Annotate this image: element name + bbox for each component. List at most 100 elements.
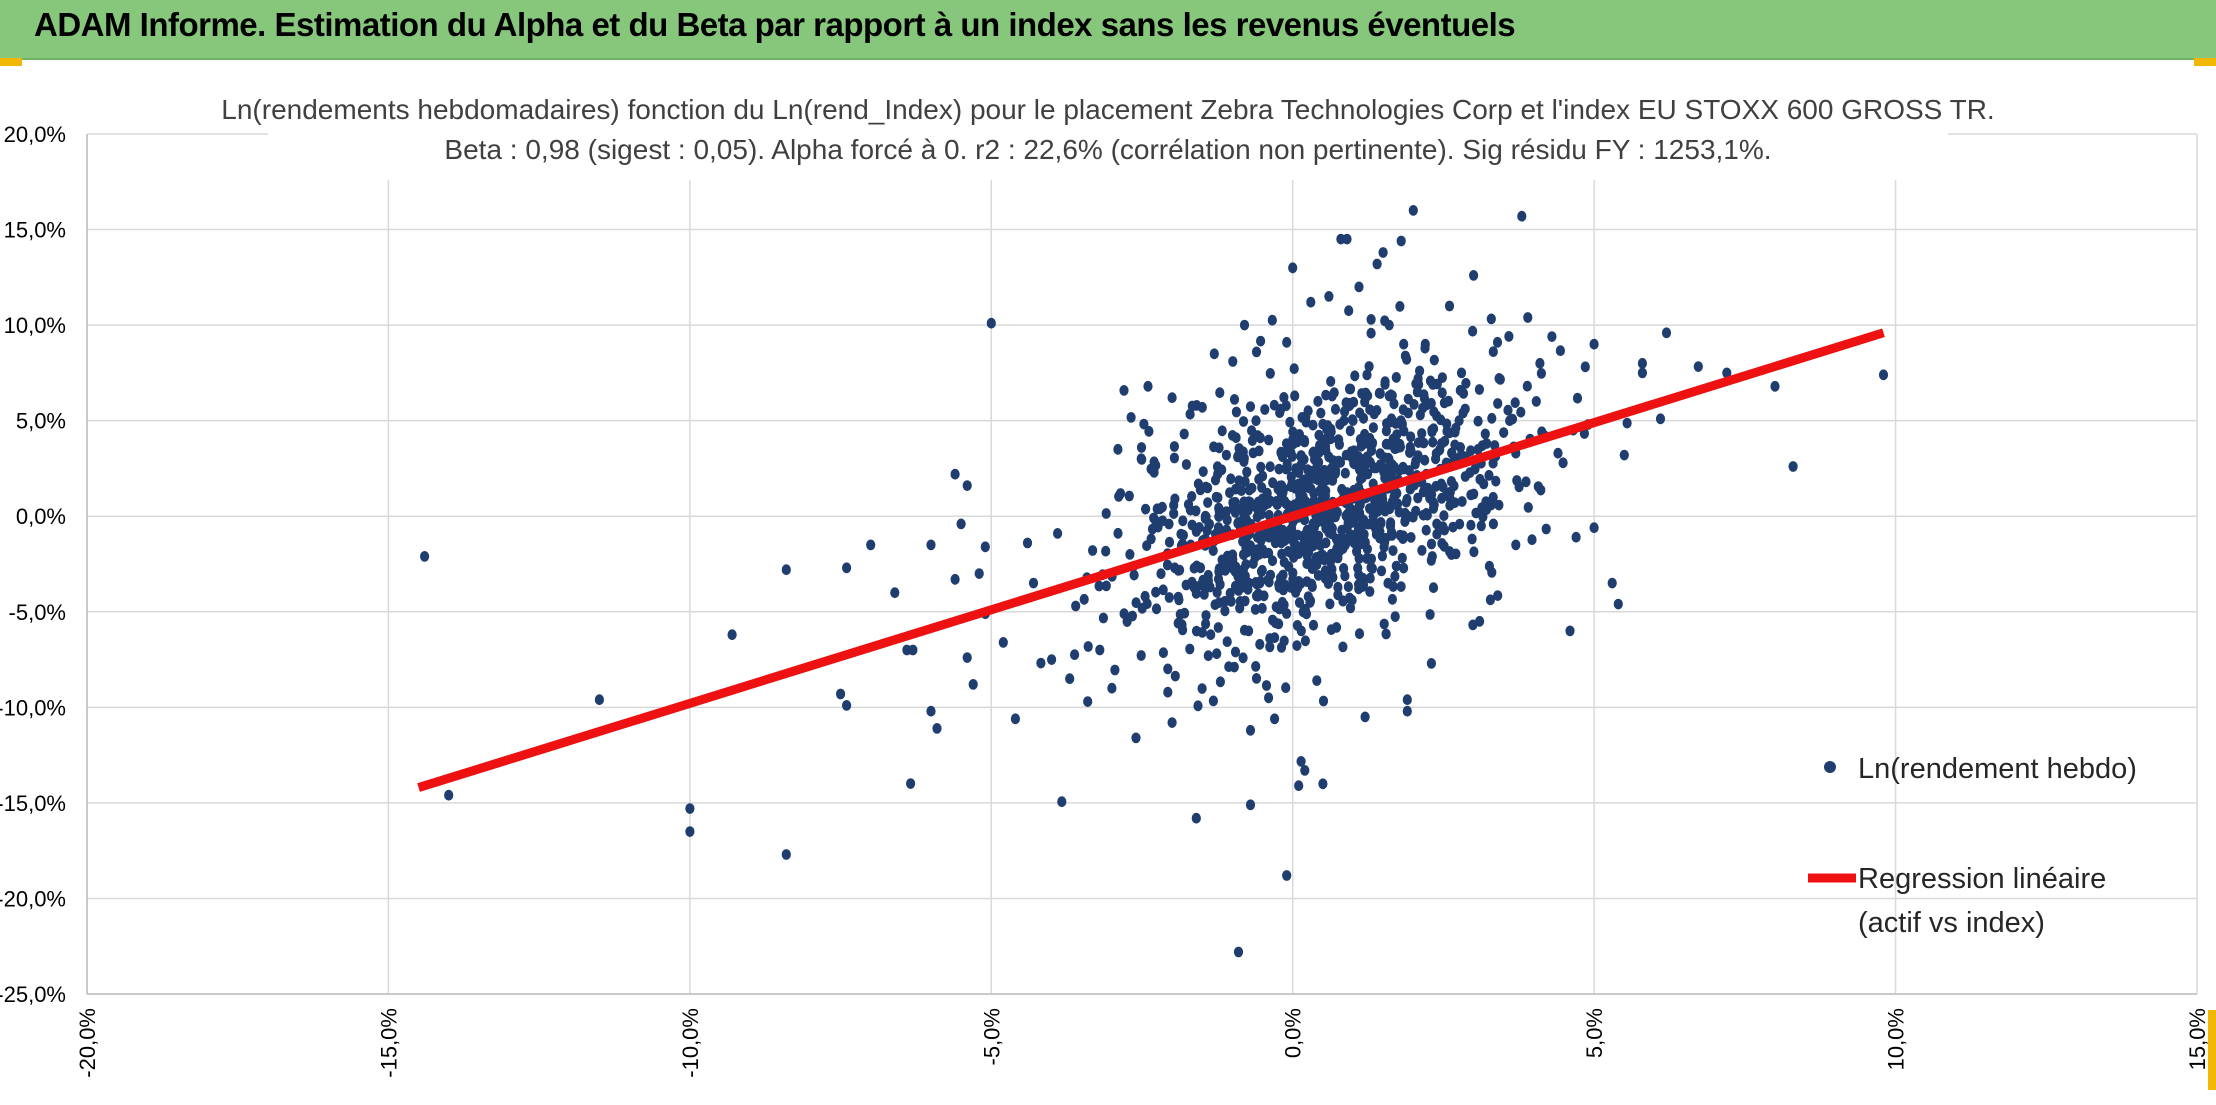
scatter-point — [1491, 475, 1501, 487]
scatter-point — [1225, 487, 1235, 499]
scatter-point — [1378, 247, 1388, 258]
scatter-point — [1341, 397, 1351, 409]
scatter-point — [1245, 799, 1256, 811]
scatter-point — [1392, 440, 1402, 451]
scatter-point — [1466, 519, 1476, 531]
scatter-point — [781, 849, 791, 860]
scatter-point — [1178, 529, 1188, 541]
scatter-point — [1340, 570, 1350, 582]
scatter-point — [1446, 476, 1456, 487]
scatter-point — [1187, 400, 1197, 412]
scatter-point — [1263, 496, 1273, 507]
scatter-point — [1323, 420, 1333, 431]
scatter-point — [1388, 545, 1398, 556]
scatter-point — [1262, 487, 1272, 499]
scatter-point — [1231, 406, 1241, 418]
scatter-point — [1326, 624, 1336, 635]
resize-handle-corner[interactable] — [2208, 1010, 2216, 1090]
scatter-point — [1357, 472, 1367, 484]
scatter-point — [1395, 301, 1405, 312]
scatter-point — [1469, 546, 1479, 558]
scatter-point — [1354, 628, 1365, 640]
scatter-point — [1309, 488, 1319, 499]
scatter-point — [1294, 499, 1304, 511]
scatter-point — [1297, 541, 1307, 553]
scatter-point — [1296, 451, 1306, 463]
scatter-point — [1475, 615, 1485, 627]
scatter-point — [1113, 527, 1123, 539]
scatter-point — [1474, 384, 1484, 395]
scatter-point — [1384, 319, 1394, 331]
scatter-point — [1253, 505, 1264, 517]
scatter-point — [1522, 380, 1532, 392]
scatter-point — [1095, 644, 1105, 656]
scatter-point — [1292, 640, 1302, 651]
scatter-point — [1466, 489, 1476, 501]
scatter-point — [1492, 336, 1503, 348]
scatter-point — [1136, 442, 1147, 453]
scatter-point — [1364, 361, 1374, 372]
scatter-point — [1457, 496, 1467, 507]
corner-accent-right — [2194, 58, 2216, 66]
scatter-point — [1345, 425, 1355, 437]
scatter-point — [1131, 732, 1141, 744]
scatter-point — [1260, 404, 1270, 415]
scatter-point — [1420, 454, 1430, 466]
scatter-point — [1290, 390, 1300, 402]
scatter-point — [1257, 564, 1267, 576]
scatter-point — [1293, 582, 1303, 594]
scatter-point — [1276, 403, 1286, 415]
scatter-point — [1239, 512, 1249, 524]
scatter-point — [1126, 412, 1136, 423]
scatter-point — [1469, 270, 1479, 281]
scatter-point — [1485, 594, 1495, 606]
scatter-point — [1274, 463, 1284, 475]
scatter-point — [1661, 327, 1672, 339]
scatter-point — [1191, 526, 1201, 537]
scatter-point — [1365, 503, 1375, 514]
scatter-point — [1493, 590, 1503, 601]
scatter-point — [1238, 536, 1248, 547]
scatter-point — [1129, 569, 1139, 581]
x-tick-label: 15,0% — [2185, 1008, 2210, 1070]
scatter-point — [1403, 511, 1413, 522]
scatter-point — [1057, 796, 1067, 808]
scatter-point — [1239, 319, 1250, 331]
scatter-point — [1198, 466, 1208, 477]
scatter-point — [1169, 499, 1179, 511]
scatter-point — [1264, 547, 1274, 559]
scatter-point — [1251, 661, 1261, 672]
scatter-point — [444, 789, 454, 801]
scatter-point — [908, 644, 918, 656]
scatter-point — [1460, 403, 1470, 415]
scatter-point — [1486, 313, 1496, 325]
scatter-point — [1359, 514, 1369, 526]
scatter-point — [1517, 210, 1527, 222]
scatter-point — [1209, 348, 1219, 360]
scatter-point — [1281, 682, 1291, 694]
scatter-point — [1320, 573, 1330, 584]
scatter-point — [1277, 596, 1287, 608]
scatter-point — [1335, 545, 1345, 557]
scatter-point — [1203, 497, 1213, 508]
scatter-point — [1493, 398, 1503, 409]
scatter-point — [1206, 629, 1216, 641]
scatter-point — [1318, 479, 1328, 491]
scatter-point — [594, 694, 605, 706]
scatter-point — [1287, 523, 1297, 534]
scatter-point — [1245, 401, 1256, 412]
scatter-point — [1270, 713, 1280, 725]
scatter-point — [1450, 497, 1460, 509]
scatter-point — [1010, 713, 1021, 725]
scatter-point — [1377, 533, 1387, 545]
scatter-point — [1226, 595, 1236, 607]
scatter-point — [1208, 695, 1218, 707]
scatter-point — [1516, 406, 1526, 418]
scatter-point — [1083, 696, 1093, 707]
scatter-point — [956, 518, 966, 530]
scatter-point — [1233, 946, 1244, 958]
y-tick-label: 5,0% — [16, 409, 66, 434]
scatter-point — [1406, 532, 1416, 543]
scatter-point — [1580, 361, 1590, 373]
scatter-point — [1226, 473, 1236, 485]
